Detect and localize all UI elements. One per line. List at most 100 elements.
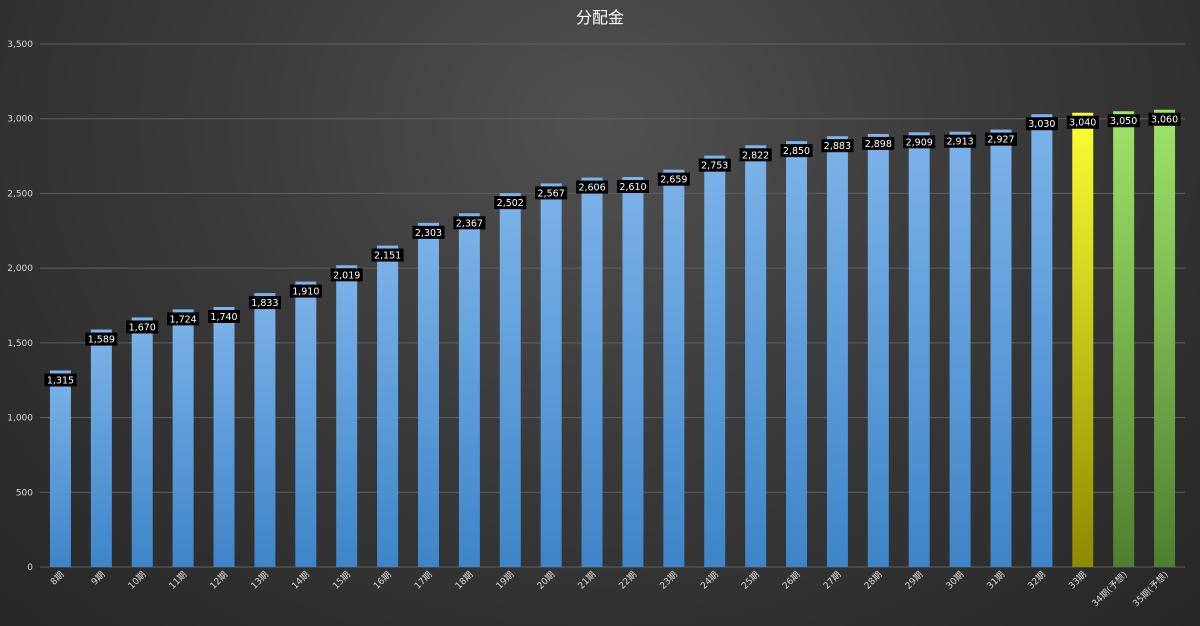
data-label: 2,502 [497, 198, 524, 209]
data-label: 3,060 [1151, 115, 1178, 126]
data-label-box [1066, 115, 1099, 129]
bar [336, 265, 358, 567]
bar [90, 329, 112, 567]
bar [295, 281, 317, 567]
data-label-box [862, 136, 895, 150]
data-label-box [44, 373, 77, 387]
data-label: 1,315 [47, 376, 74, 387]
data-label-box [739, 148, 772, 162]
bar [908, 132, 930, 567]
bar [990, 129, 1012, 568]
data-label: 2,610 [619, 182, 646, 193]
x-tick-label: 25期 [740, 569, 762, 591]
x-tick-label: 29期 [903, 569, 925, 591]
x-tick-label: 21期 [576, 569, 598, 591]
gridlines [40, 43, 1185, 568]
data-label-box [208, 309, 241, 323]
bar [1154, 109, 1176, 568]
bar [786, 141, 808, 567]
data-label-box [248, 296, 281, 310]
x-tick-label: 12期 [208, 569, 230, 591]
x-tick-label: 30期 [944, 569, 966, 591]
bar [826, 136, 848, 567]
bar [254, 293, 276, 567]
data-label: 2,151 [374, 251, 401, 262]
data-label: 3,040 [1069, 118, 1096, 129]
data-label-box [821, 139, 854, 153]
data-label: 1,740 [210, 312, 237, 323]
x-tick-label: 32期 [1026, 569, 1048, 591]
bar [1113, 111, 1135, 567]
bar [622, 176, 644, 567]
x-tick-label: 28期 [862, 569, 884, 591]
x-tick-label: 23期 [658, 569, 680, 591]
data-label: 1,589 [88, 335, 115, 346]
data-label: 2,659 [660, 175, 687, 186]
bar [663, 169, 685, 567]
bar [745, 145, 767, 568]
x-axis-ticks: 8期 9期 10期 11期 12期 13期 14期 15期 16期 17期 18期 19期 20期 21期… [48, 569, 1170, 610]
data-label-box [576, 180, 609, 194]
bar [499, 193, 521, 568]
bar [540, 183, 562, 567]
y-tick-label: 2,500 [7, 189, 33, 199]
x-tick-label: 10期 [126, 569, 148, 591]
data-label: 3,030 [1028, 119, 1055, 130]
data-label-box [412, 225, 445, 239]
data-label-box [944, 134, 977, 148]
data-label: 2,367 [456, 218, 483, 229]
x-tick-label: 11期 [167, 569, 189, 591]
x-tick-label: 13期 [249, 569, 271, 591]
y-tick-label: 0 [27, 563, 33, 573]
data-labels: 1,315 1,589 1,670 1,724 1,740 1,833 1,910 2,019… [44, 112, 1181, 387]
data-label: 2,303 [415, 228, 442, 239]
x-tick-label: 34期(予想) [1089, 569, 1130, 610]
bar [949, 131, 971, 567]
data-label: 1,670 [129, 322, 156, 333]
data-label-box [780, 144, 813, 158]
x-tick-label: 17期 [412, 569, 434, 591]
data-label: 2,913 [946, 137, 973, 148]
data-label-box [984, 132, 1017, 146]
data-label-box [535, 186, 568, 200]
data-label: 3,050 [1110, 116, 1137, 127]
data-label-box [1107, 114, 1140, 128]
y-tick-label: 2,000 [7, 264, 33, 274]
bar [49, 370, 71, 567]
x-tick-label: 8期 [48, 569, 66, 587]
bar [867, 133, 889, 567]
data-label: 2,883 [824, 141, 851, 152]
data-label-box [1148, 112, 1181, 126]
bar [581, 177, 603, 567]
data-label-box [698, 158, 731, 172]
data-label: 1,833 [251, 298, 278, 309]
x-tick-label: 14期 [290, 569, 312, 591]
x-tick-label: 9期 [89, 569, 107, 587]
data-label: 1,910 [292, 287, 319, 298]
bars [49, 109, 1176, 568]
data-label-box [167, 312, 200, 326]
x-tick-label: 27期 [821, 569, 843, 591]
y-tick-label: 1,000 [7, 414, 33, 424]
data-label-box [494, 196, 527, 210]
y-tick-label: 1,500 [7, 339, 33, 349]
data-label: 2,822 [742, 150, 769, 161]
data-label-box [330, 268, 363, 282]
bar [1072, 112, 1094, 567]
data-label: 2,927 [987, 135, 1014, 146]
bar [377, 245, 399, 567]
x-tick-label: 19期 [494, 569, 516, 591]
y-axis-ticks: 0 500 1,000 1,500 2,000 2,500 3,000 3,500 [7, 40, 33, 573]
x-tick-label: 35期(予想) [1130, 569, 1171, 610]
y-tick-label: 3,500 [7, 40, 33, 50]
data-label: 2,019 [333, 270, 360, 281]
data-label-box [289, 284, 322, 298]
data-label-box [1025, 117, 1058, 131]
data-label-box [371, 248, 404, 262]
bar [172, 309, 194, 567]
data-label-box [616, 179, 649, 193]
data-label: 2,850 [783, 146, 810, 157]
bar [1031, 114, 1053, 567]
data-label: 2,567 [538, 188, 565, 199]
